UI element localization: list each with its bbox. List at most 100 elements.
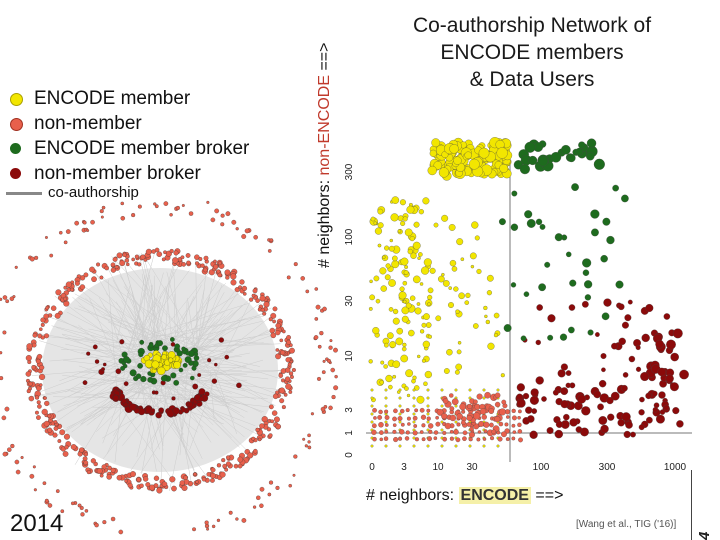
non-member-broker-point [627,299,633,305]
encode-member-node [168,357,174,363]
non-member-point [505,437,510,442]
non-member-broker-point [679,369,689,380]
non-member-node [40,335,45,340]
non-member-node [74,280,80,286]
member-broker-point [582,269,590,276]
non-member-broker-point [663,404,670,411]
member-broker-node [185,351,190,356]
x-axis-label: # neighbors: ENCODE ==> [366,487,563,505]
member-broker-point [569,279,577,287]
non-member-point [444,422,452,430]
non-member-broker-point [603,298,612,307]
encode-member-point [398,404,402,408]
non-member-node [315,304,321,310]
non-member-broker-point [547,314,556,323]
non-member-point [481,414,487,420]
non-member-node [268,480,274,485]
non-member-node [26,388,31,394]
encode-member-point [448,286,452,290]
non-member-point [451,398,459,406]
member-broker-point [606,235,615,245]
encode-member-point [464,300,470,305]
non-member-node [334,374,338,379]
encode-member-point [448,224,456,231]
non-member-point [449,393,454,398]
encode-member-point [397,229,402,233]
non-member-node [2,330,7,335]
encode-member-point [500,373,505,378]
non-member-node [310,412,314,416]
encode-member-point [377,208,384,215]
non-member-broker-node [86,351,91,356]
encode-member-point [446,349,453,356]
encode-member-point [392,308,399,315]
member-broker-node [193,351,199,357]
legend-item-encode-member: ENCODE member [4,86,249,111]
non-member-point [467,403,473,409]
non-member-node [39,327,43,332]
member-broker-point [600,255,608,263]
non-member-node [149,484,156,491]
non-member-node [44,333,50,339]
encode-member-point [404,386,409,391]
member-broker-point [561,144,571,155]
non-member-node [267,492,272,497]
encode-member-point [433,222,439,228]
red-dot-icon [10,118,23,131]
non-member-node [79,505,84,510]
non-member-node [70,501,75,506]
non-member-node [206,527,210,531]
encode-member-point [440,388,444,392]
non-member-node [33,488,37,492]
y-tick-label: 100 [344,228,355,245]
non-member-node [32,465,36,469]
non-member-node [200,263,205,268]
encode-member-point [427,302,431,306]
non-member-node [43,420,50,427]
non-member-point [476,437,481,442]
non-member-node [270,312,277,319]
non-member-broker-node [236,382,242,389]
encode-member-point [426,444,430,448]
non-member-point [393,408,398,414]
non-member-node [63,433,70,440]
x-tick-label: 30 [466,462,478,473]
non-member-broker-point [630,431,636,438]
non-member-node [86,229,90,232]
non-member-point [442,430,447,435]
non-member-node [225,211,231,217]
non-member-node [7,447,12,452]
non-member-node [110,467,116,473]
encode-member-point [468,388,472,392]
member-broker-node [170,372,177,379]
member-broker-node [135,373,142,379]
encode-member-point [496,147,508,159]
encode-member-point [486,290,492,296]
non-member-node [35,410,39,415]
non-member-point [511,423,516,428]
encode-member-point [382,255,386,259]
non-member-point [441,413,448,420]
non-member-node [181,203,185,207]
non-member-node [275,322,281,329]
non-member-node [49,253,54,258]
non-member-node [119,260,126,267]
non-member-broker-node [198,388,206,396]
non-member-broker-point [555,420,563,428]
non-member-node [273,416,280,423]
encode-member-point [443,368,450,374]
non-member-node [129,471,136,478]
non-member-node [47,413,52,419]
y-axis-label-prefix: # neighbors: [316,179,333,268]
encode-member-point [417,354,421,359]
x-tick-label: 0 [369,462,375,473]
non-member-broker-point [641,333,650,343]
encode-member-point [388,307,394,312]
non-member-point [419,430,424,434]
non-member-node [116,252,123,259]
encode-member-point [392,360,401,369]
non-member-point [433,430,439,435]
non-member-node [14,265,18,269]
encode-member-point [404,265,409,269]
non-member-node [39,365,45,371]
